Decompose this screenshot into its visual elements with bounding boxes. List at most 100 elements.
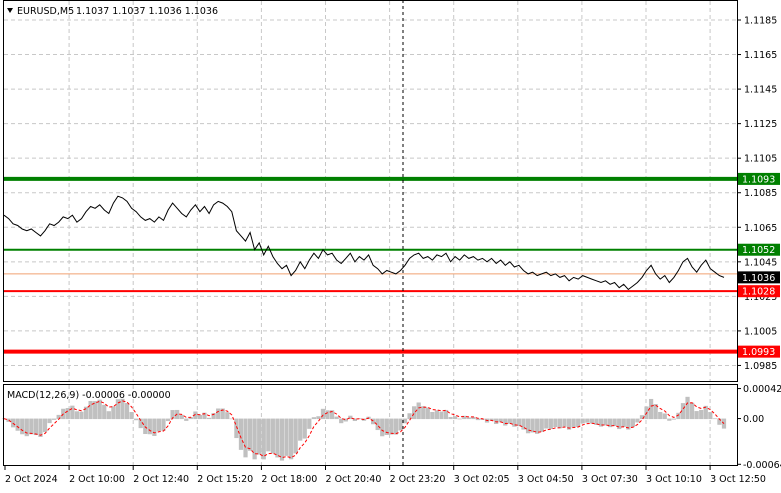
macd-bar <box>325 410 330 420</box>
macd-bar <box>685 396 690 420</box>
time-axis[interactable]: 2 Oct 2024 2 Oct 10:00 2 Oct 12:40 2 Oct 15… <box>4 466 766 485</box>
macd-bar <box>216 408 221 420</box>
macd-bar <box>247 418 253 451</box>
macd-bar <box>557 418 563 429</box>
macd-bar <box>521 418 526 430</box>
macd-bar <box>6 418 11 422</box>
macd-bar <box>498 418 503 423</box>
macd-bar <box>494 418 499 425</box>
macd-label: MACD(12,26,9) -0.00006 -0.00000 <box>7 390 171 401</box>
macd-bar <box>79 411 84 420</box>
macd-tick-label: 0.00042 <box>743 384 781 395</box>
macd-bar <box>389 418 394 435</box>
macd-bar <box>193 411 198 420</box>
level-label: 1.0993 <box>742 347 775 358</box>
macd-bar <box>703 405 708 420</box>
macd-bar <box>393 418 399 435</box>
macd-bar <box>234 418 239 439</box>
macd-bar <box>243 418 248 458</box>
macd-bar <box>15 418 20 431</box>
level-label: 1.1028 <box>742 287 775 298</box>
horizontal-levels[interactable] <box>4 176 737 354</box>
macd-bar <box>402 418 408 424</box>
macd-bar <box>699 409 704 420</box>
macd-bar <box>598 418 604 427</box>
macd-bar <box>24 418 29 437</box>
price-tick-label: 1.1085 <box>744 188 777 199</box>
macd-bar <box>525 418 531 434</box>
macd-bar <box>302 418 307 439</box>
macd-bar <box>115 399 121 420</box>
macd-bar <box>680 403 686 420</box>
macd-bar <box>434 410 440 420</box>
time-tick-label: 2 Oct 18:00 <box>261 474 317 485</box>
macd-bar <box>671 418 676 420</box>
macd-bar <box>275 418 280 458</box>
macd-bar <box>544 418 549 429</box>
macd-bar <box>343 418 348 422</box>
macd-bar <box>97 399 102 420</box>
macd-bar <box>539 418 544 432</box>
macd-bar <box>384 418 389 436</box>
macd-bar <box>507 418 512 424</box>
macd-bar <box>252 418 257 460</box>
macd-bar <box>179 414 184 420</box>
macd-signal-line <box>3 400 725 459</box>
macd-pane-frame <box>3 384 738 466</box>
macd-bar <box>676 412 681 420</box>
macd-bar <box>33 418 39 436</box>
time-tick-label: 3 Oct 07:30 <box>582 474 638 485</box>
macd-bar <box>238 418 244 450</box>
macd-bar <box>147 418 152 435</box>
time-tick-label: 2 Oct 10:00 <box>69 474 125 485</box>
price-axis[interactable]: 1.11851.11651.11451.11251.11051.10851.10… <box>737 16 777 372</box>
macd-bar <box>375 418 380 431</box>
price-tick-label: 1.1065 <box>744 223 777 234</box>
macd-bar <box>124 403 130 420</box>
time-tick-label: 3 Oct 12:50 <box>710 474 766 485</box>
macd-axis[interactable]: 0.00042 0.00 -0.00064 <box>737 384 781 471</box>
macd-bar <box>184 418 189 421</box>
macd-bar <box>708 412 713 420</box>
macd-bar <box>357 418 362 420</box>
macd-bar <box>370 418 376 425</box>
macd-bar <box>430 411 435 420</box>
macd-tick-label: -0.00064 <box>743 460 781 471</box>
macd-bar <box>576 418 581 428</box>
time-tick-label: 2 Oct 23:20 <box>390 474 446 485</box>
time-tick-label: 2 Oct 20:40 <box>326 474 382 485</box>
macd-bar <box>421 406 426 420</box>
macd-bar <box>594 418 599 425</box>
macd-bar <box>535 418 540 434</box>
macd-bar <box>662 413 667 420</box>
macd-bar <box>380 418 385 437</box>
macd-bar <box>329 410 335 420</box>
level-label-box <box>738 243 780 256</box>
macd-bar <box>316 416 321 420</box>
macd-bar <box>83 406 89 420</box>
macd-bar <box>621 418 626 427</box>
macd-bar <box>416 402 421 420</box>
price-tick-label: 1.1185 <box>744 16 777 27</box>
macd-bar <box>530 418 535 433</box>
macd-bar <box>516 418 522 427</box>
macd-bar <box>47 418 52 424</box>
price-tick-label: 1.1145 <box>744 85 777 96</box>
macd-bar <box>648 398 654 420</box>
time-tick-label: 3 Oct 04:50 <box>518 474 574 485</box>
macd-bar <box>571 418 576 428</box>
macd-bar <box>398 418 403 431</box>
macd-bar <box>74 411 80 420</box>
ohlc-values: 1.1037 1.1037 1.1036 1.1036 <box>76 6 218 17</box>
triangle-down-icon[interactable] <box>7 8 13 13</box>
macd-bar <box>512 418 517 427</box>
time-tick-label: 2 Oct 15:20 <box>197 474 253 485</box>
macd-series <box>1 396 727 461</box>
current-price-box <box>738 271 780 284</box>
time-tick-label: 3 Oct 02:05 <box>454 474 510 485</box>
level-label-box <box>738 172 780 185</box>
macd-bar <box>635 418 640 423</box>
time-tick-label: 2 Oct 2024 <box>5 474 58 485</box>
